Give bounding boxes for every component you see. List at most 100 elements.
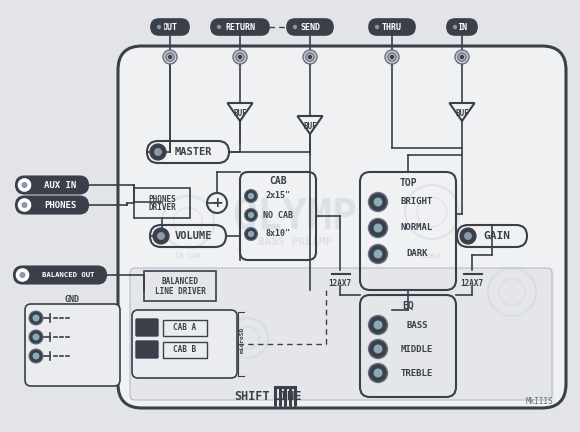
Circle shape: [460, 228, 476, 244]
Circle shape: [390, 55, 394, 59]
Circle shape: [32, 334, 39, 340]
Text: RETURN: RETURN: [225, 22, 255, 32]
Circle shape: [163, 50, 177, 64]
Circle shape: [368, 245, 387, 264]
Text: BALANCED OUT: BALANCED OUT: [42, 272, 94, 278]
Text: BRIGHT: BRIGHT: [401, 197, 433, 206]
Circle shape: [19, 179, 31, 191]
Text: 12AX7: 12AX7: [461, 279, 484, 288]
Circle shape: [375, 25, 379, 29]
Text: CAB B: CAB B: [173, 346, 197, 355]
Circle shape: [157, 232, 165, 240]
Circle shape: [233, 50, 247, 64]
FancyBboxPatch shape: [14, 267, 106, 283]
Text: MkIIIS: MkIIIS: [526, 397, 554, 407]
Text: BALANCED: BALANCED: [161, 277, 198, 286]
Circle shape: [374, 223, 382, 232]
Text: LINE DRIVER: LINE DRIVER: [154, 286, 205, 295]
Circle shape: [374, 368, 382, 378]
Text: EQ: EQ: [402, 301, 414, 311]
Circle shape: [238, 55, 242, 59]
Circle shape: [291, 22, 299, 32]
FancyBboxPatch shape: [16, 177, 88, 194]
Circle shape: [29, 311, 43, 325]
Text: 12AX7: 12AX7: [328, 279, 351, 288]
Circle shape: [166, 53, 174, 61]
Text: AUX IN: AUX IN: [44, 181, 76, 190]
Text: microSD: microSD: [240, 327, 245, 353]
Bar: [130, 268, 554, 400]
FancyBboxPatch shape: [136, 341, 158, 358]
Circle shape: [29, 349, 43, 363]
Bar: [134, 188, 190, 218]
Text: CAB A: CAB A: [173, 324, 197, 333]
Text: BUF: BUF: [455, 109, 469, 118]
FancyBboxPatch shape: [369, 19, 415, 35]
FancyBboxPatch shape: [447, 19, 477, 35]
Circle shape: [306, 53, 314, 61]
Circle shape: [385, 50, 399, 64]
Bar: [163, 342, 207, 358]
Bar: [144, 271, 216, 301]
FancyBboxPatch shape: [132, 310, 237, 378]
Text: BASS: BASS: [406, 321, 428, 330]
Circle shape: [150, 144, 166, 160]
Circle shape: [154, 22, 164, 32]
Bar: [163, 320, 207, 336]
Circle shape: [460, 55, 464, 59]
FancyBboxPatch shape: [287, 19, 333, 35]
Circle shape: [32, 314, 39, 321]
Text: VOLUME: VOLUME: [174, 231, 212, 241]
Circle shape: [248, 212, 254, 218]
Circle shape: [293, 25, 297, 29]
Circle shape: [458, 53, 466, 61]
Text: +: +: [211, 196, 223, 210]
Circle shape: [368, 219, 387, 238]
Circle shape: [245, 190, 258, 203]
Text: CAB: CAB: [269, 176, 287, 186]
Circle shape: [374, 250, 382, 258]
Text: GND: GND: [64, 295, 79, 305]
Text: MIDDLE: MIDDLE: [401, 344, 433, 353]
Circle shape: [29, 330, 43, 344]
Text: BUF: BUF: [303, 122, 317, 131]
Text: TREBLE: TREBLE: [417, 253, 443, 259]
Circle shape: [245, 209, 258, 222]
Text: IN: IN: [457, 22, 467, 32]
FancyBboxPatch shape: [25, 304, 120, 386]
Text: THRU: THRU: [382, 22, 402, 32]
Circle shape: [19, 199, 31, 211]
Circle shape: [236, 53, 244, 61]
Text: LINE: LINE: [274, 390, 303, 403]
Circle shape: [372, 22, 382, 32]
Circle shape: [215, 22, 223, 32]
Circle shape: [217, 25, 221, 29]
Circle shape: [368, 340, 387, 359]
Text: 8x10": 8x10": [266, 229, 291, 238]
Circle shape: [248, 231, 254, 237]
Circle shape: [248, 193, 254, 199]
Circle shape: [245, 228, 258, 241]
Text: TOP: TOP: [399, 178, 417, 188]
Text: SEND: SEND: [300, 22, 320, 32]
Circle shape: [20, 272, 26, 278]
FancyBboxPatch shape: [151, 19, 189, 35]
Circle shape: [368, 193, 387, 212]
Text: IN CAB: IN CAB: [175, 253, 201, 259]
Circle shape: [464, 232, 472, 240]
Circle shape: [157, 25, 161, 29]
Text: BASS PREAMP: BASS PREAMP: [258, 237, 332, 247]
Circle shape: [308, 55, 312, 59]
FancyBboxPatch shape: [16, 197, 88, 213]
Text: TREBLE: TREBLE: [401, 368, 433, 378]
Circle shape: [16, 269, 28, 281]
Circle shape: [451, 22, 459, 32]
Text: MASTER: MASTER: [174, 147, 212, 157]
Circle shape: [168, 55, 172, 59]
Text: OUT: OUT: [162, 22, 177, 32]
Circle shape: [453, 25, 457, 29]
Circle shape: [153, 228, 169, 244]
Text: PHONES: PHONES: [148, 194, 176, 203]
Circle shape: [154, 148, 162, 156]
Circle shape: [21, 202, 28, 208]
